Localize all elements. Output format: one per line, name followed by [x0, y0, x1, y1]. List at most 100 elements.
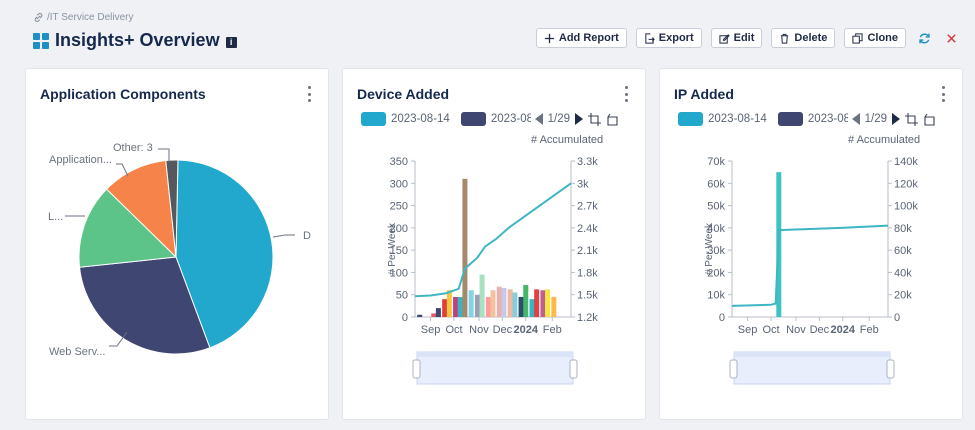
bar-22[interactable] — [545, 289, 551, 317]
pie-slice-3[interactable] — [105, 159, 177, 259]
crop-icon[interactable] — [905, 112, 918, 126]
info-icon[interactable]: i — [225, 36, 237, 48]
more-options-icon[interactable] — [623, 86, 629, 102]
bar-4[interactable] — [446, 290, 452, 317]
zoom-handle-left[interactable] — [729, 359, 738, 379]
y2-tick-label: 1.2k — [577, 312, 598, 324]
y-tick-label: 0 — [402, 312, 408, 324]
pie-slice-0[interactable] — [175, 159, 274, 349]
pie-label-l: L... — [48, 211, 63, 223]
bar-8[interactable] — [468, 290, 474, 317]
bar-6[interactable] — [457, 296, 463, 317]
export-label: Export — [658, 32, 694, 44]
legend-next-icon[interactable] — [892, 113, 900, 125]
add-report-label: Add Report — [558, 32, 619, 44]
breadcrumb[interactable]: /IT Service Delivery — [33, 12, 134, 23]
y2-tick-label: 40k — [894, 267, 912, 279]
edit-button[interactable]: Edit — [710, 28, 763, 48]
clone-button[interactable]: Clone — [844, 28, 906, 48]
legend-item-series2[interactable]: 2023-08 — [460, 112, 531, 126]
card-title: Device Added — [357, 86, 450, 102]
bar-21[interactable] — [540, 290, 546, 317]
pie-slice-2[interactable] — [78, 188, 178, 268]
legend-next-icon[interactable] — [575, 113, 583, 125]
pie-slice-1[interactable] — [78, 256, 211, 355]
y-tick-label: 20k — [707, 267, 725, 279]
undo-crop-icon[interactable] — [606, 113, 619, 126]
y-tick-label: 200 — [390, 223, 408, 235]
legend-prev-icon[interactable] — [851, 113, 860, 125]
y2-tick-label: 1.8k — [577, 267, 598, 279]
y2-axis-label: # Accumulated — [848, 134, 921, 146]
y-tick-label: 30k — [707, 245, 725, 257]
crop-icon[interactable] — [588, 112, 601, 126]
y-axis-label: # Per Week — [387, 222, 398, 275]
pie-label-other: Other: 3 — [113, 142, 153, 154]
zoom-slider-track[interactable] — [416, 351, 574, 385]
bar-17[interactable] — [518, 296, 524, 317]
y-tick-label: 70k — [707, 156, 725, 168]
more-options-icon[interactable] — [306, 86, 312, 102]
zoom-handle-left[interactable] — [412, 359, 421, 379]
zoom-handle-right[interactable] — [569, 359, 578, 379]
legend-item-series2[interactable]: 2023-08 — [777, 112, 848, 126]
pie-chart: D Web Serv... L... Application... Other:… — [48, 142, 311, 358]
accumulated-line[interactable] — [731, 224, 889, 307]
x-tick-label: Nov — [786, 324, 806, 336]
y2-axis-label: # Accumulated — [531, 134, 604, 146]
delete-button[interactable]: Delete — [771, 28, 836, 48]
bar-10[interactable] — [479, 274, 485, 317]
bar-14[interactable] — [501, 288, 507, 317]
close-icon — [946, 33, 956, 43]
y-tick-label: 0 — [719, 312, 725, 324]
add-report-button[interactable]: Add Report — [535, 28, 627, 48]
more-options-icon[interactable] — [940, 86, 946, 102]
leader-line-web — [109, 331, 128, 347]
bar-5[interactable] — [453, 296, 459, 317]
bar-1[interactable] — [431, 313, 437, 317]
card-title: Application Components — [40, 86, 206, 102]
bar-13[interactable] — [496, 286, 502, 317]
close-button[interactable] — [942, 28, 960, 48]
leader-line-application — [116, 163, 129, 177]
bar-16[interactable] — [512, 292, 518, 317]
x-tick-label: Sep — [738, 324, 758, 336]
export-icon — [645, 32, 655, 44]
bar-15[interactable] — [507, 289, 513, 317]
legend-item-series1[interactable]: 2023-08-14 — [678, 112, 767, 126]
export-button[interactable]: Export — [635, 28, 702, 48]
refresh-button[interactable] — [915, 28, 933, 48]
legend-prev-icon[interactable] — [534, 113, 543, 125]
y-tick-label: 100 — [390, 267, 408, 279]
pie-slice-4[interactable] — [165, 159, 179, 258]
accumulated-line[interactable] — [414, 182, 572, 298]
bar-12[interactable] — [490, 290, 496, 317]
y2-tick-label: 3k — [577, 178, 589, 190]
zoom-handle-right[interactable] — [886, 359, 895, 379]
page-title-text: Insights+ Overview — [55, 30, 220, 50]
x-tick-label: Oct — [762, 324, 779, 336]
bar-9[interactable] — [474, 294, 480, 317]
bar-20[interactable] — [534, 289, 540, 317]
bar-18[interactable] — [523, 284, 529, 317]
undo-crop-icon[interactable] — [923, 113, 936, 126]
y-tick-label: 40k — [707, 223, 725, 235]
x-tick-label: Nov — [469, 324, 489, 336]
bar-2[interactable] — [435, 308, 441, 317]
zoom-slider-top[interactable] — [417, 352, 573, 357]
ip-added-chart: # Per Week 70k 60k 50k 40k 30k 20k 10k 0 140k 120… — [704, 156, 918, 385]
y2-tick-label: 1.5k — [577, 290, 598, 302]
trash-icon — [781, 33, 789, 44]
bar-0[interactable] — [417, 314, 423, 317]
x-tick-label: Oct — [445, 324, 462, 336]
pie-label-application: Application... — [49, 154, 112, 166]
y-tick-label: 250 — [390, 201, 408, 213]
bar-7[interactable] — [462, 178, 468, 317]
bar-11[interactable] — [485, 296, 491, 317]
bar-19[interactable] — [529, 299, 535, 317]
application-components-card: Application Components D Web Serv... L..… — [25, 68, 329, 420]
bar-23[interactable] — [551, 296, 557, 317]
legend-item-series1[interactable]: 2023-08-14 — [361, 112, 450, 126]
zoom-slider-top[interactable] — [734, 352, 890, 357]
bar-3[interactable] — [442, 299, 448, 317]
